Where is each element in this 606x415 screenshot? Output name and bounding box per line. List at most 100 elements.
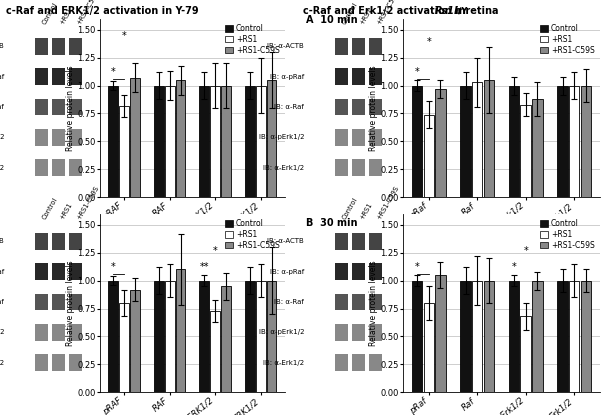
Bar [369, 159, 382, 176]
Bar [35, 99, 48, 115]
Text: IB: α-Erk1/2: IB: α-Erk1/2 [0, 360, 4, 366]
Bar [221, 286, 231, 392]
Bar [35, 159, 48, 176]
Bar [69, 354, 82, 371]
Bar [581, 281, 591, 392]
Bar [335, 324, 348, 341]
Bar [52, 159, 65, 176]
Text: IB: α-pErk1/2: IB: α-pErk1/2 [259, 330, 304, 335]
Bar [267, 80, 276, 197]
Bar [569, 281, 579, 392]
Text: +RS1: +RS1 [59, 202, 73, 221]
Bar [221, 85, 231, 197]
Bar [484, 281, 494, 392]
Bar [352, 354, 365, 371]
Bar [521, 316, 531, 392]
Bar [352, 129, 365, 146]
Bar [472, 281, 482, 392]
Text: IB: α-pRaf: IB: α-pRaf [0, 269, 4, 275]
Bar [154, 85, 164, 197]
Bar [35, 38, 48, 55]
Text: ⁻/Y: ⁻/Y [454, 6, 468, 15]
Bar [412, 281, 422, 392]
Text: IB: α-ACTB: IB: α-ACTB [267, 238, 304, 244]
Text: IB: α-Erk1/2: IB: α-Erk1/2 [0, 165, 4, 171]
Y-axis label: Relative protein levels: Relative protein levels [368, 260, 378, 346]
Text: IB: α-pErk1/2: IB: α-pErk1/2 [0, 134, 4, 140]
Bar [369, 129, 382, 146]
Bar [335, 294, 348, 310]
Text: *: * [511, 262, 516, 272]
Bar [558, 281, 568, 392]
Text: *: * [122, 31, 127, 41]
Text: +RS1-C59S: +RS1-C59S [76, 185, 100, 221]
Text: IB: α-Raf: IB: α-Raf [275, 104, 304, 110]
Text: IB: α-pRaf: IB: α-pRaf [270, 269, 304, 275]
Bar [52, 294, 65, 310]
Bar [256, 85, 265, 197]
Bar [35, 354, 48, 371]
Bar [369, 294, 382, 310]
Bar [532, 281, 542, 392]
Bar [352, 159, 365, 176]
Bar [245, 281, 255, 392]
Bar [581, 85, 591, 197]
Bar [352, 264, 365, 280]
Text: IB: α-Erk1/2: IB: α-Erk1/2 [263, 165, 304, 171]
Bar [35, 68, 48, 85]
Bar [69, 294, 82, 310]
Text: IB: α-pErk1/2: IB: α-pErk1/2 [0, 330, 4, 335]
Bar [210, 311, 220, 392]
Bar [352, 68, 365, 85]
Text: IB: α-Raf: IB: α-Raf [0, 104, 4, 110]
Text: A  10 min: A 10 min [306, 15, 358, 24]
Bar [69, 38, 82, 55]
Text: B  30 min: B 30 min [306, 218, 358, 228]
Bar [69, 99, 82, 115]
Bar [199, 281, 209, 392]
Bar [35, 324, 48, 341]
Bar [335, 68, 348, 85]
Text: *: * [427, 37, 431, 46]
Text: *: * [415, 262, 419, 272]
Bar [335, 159, 348, 176]
Bar [509, 85, 519, 197]
Bar [69, 159, 82, 176]
Text: IB: α-pRaf: IB: α-pRaf [270, 74, 304, 80]
Bar [369, 38, 382, 55]
Bar [52, 68, 65, 85]
Bar [52, 324, 65, 341]
Text: IB: α-ACTB: IB: α-ACTB [0, 43, 4, 49]
Text: **: ** [199, 262, 209, 272]
Legend: Control, +RS1, +RS1-C59S: Control, +RS1, +RS1-C59S [224, 217, 281, 251]
Bar [154, 281, 164, 392]
Bar [69, 324, 82, 341]
Bar [256, 281, 265, 392]
Bar [424, 115, 434, 197]
Bar [558, 85, 568, 197]
Bar [435, 275, 445, 392]
Bar [52, 264, 65, 280]
Bar [165, 281, 175, 392]
Text: IB: α-ACTB: IB: α-ACTB [267, 43, 304, 49]
Bar [245, 85, 255, 197]
Bar [52, 354, 65, 371]
Bar [461, 281, 471, 392]
Text: IB: α-Erk1/2: IB: α-Erk1/2 [263, 360, 304, 366]
Bar [569, 85, 579, 197]
Bar [35, 233, 48, 250]
Bar [509, 281, 519, 392]
Y-axis label: Relative protein levels: Relative protein levels [65, 65, 75, 151]
Bar [52, 129, 65, 146]
Bar [521, 105, 531, 197]
Bar [369, 99, 382, 115]
Bar [369, 233, 382, 250]
Bar [335, 129, 348, 146]
Bar [69, 233, 82, 250]
Text: IB: α-Raf: IB: α-Raf [0, 299, 4, 305]
Bar [108, 281, 118, 392]
Bar [532, 99, 542, 197]
Bar [119, 106, 129, 197]
Bar [35, 129, 48, 146]
Text: IB: α-pErk1/2: IB: α-pErk1/2 [259, 134, 304, 140]
